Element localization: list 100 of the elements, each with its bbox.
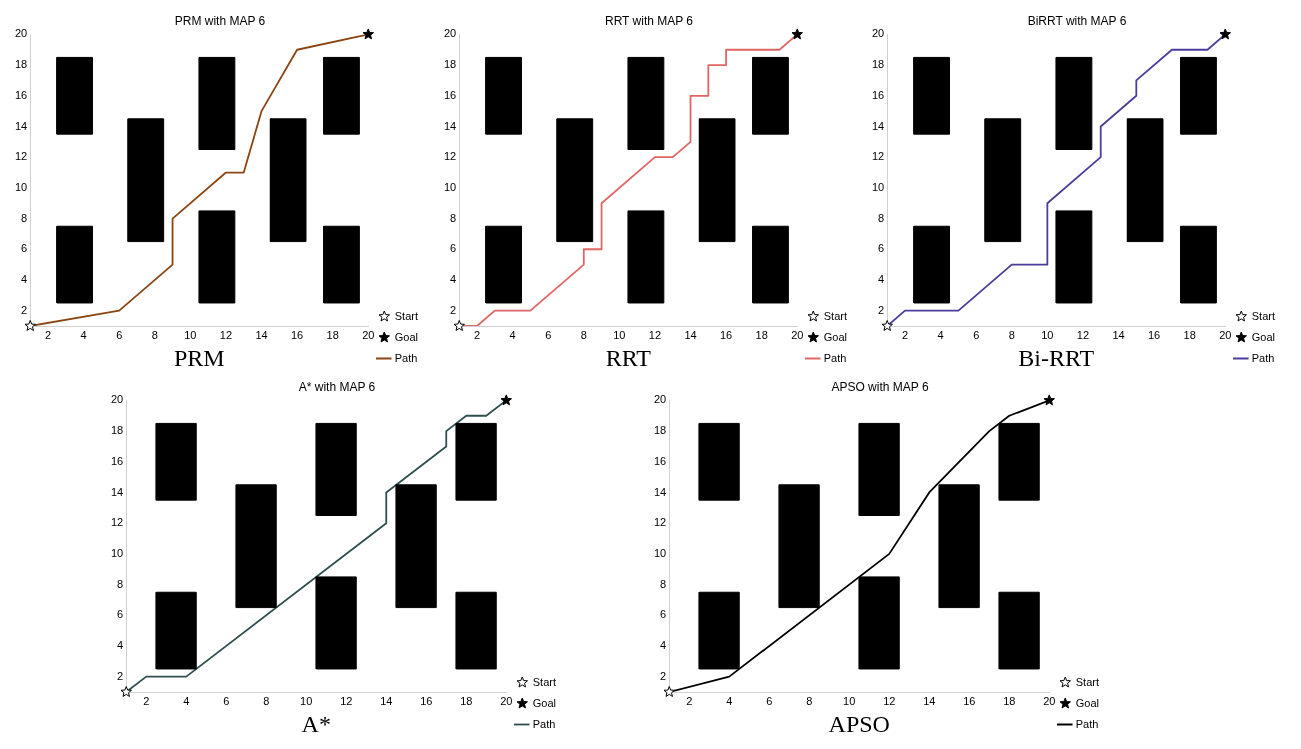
x-tick-label: 6 — [544, 328, 551, 341]
x-tick-label: 8 — [805, 694, 813, 707]
x-tick-label: 20 — [500, 694, 513, 707]
y-tick-label: 10 — [871, 180, 885, 193]
legend-label: Start — [823, 309, 847, 322]
y-tick-label: 4 — [21, 272, 28, 285]
x-tick-label: 10 — [300, 694, 313, 707]
legend-label: Start — [394, 309, 418, 322]
y-tick-label: 2 — [659, 669, 666, 682]
x-tick-label: 4 — [80, 328, 87, 341]
x-tick-label: 16 — [719, 328, 732, 341]
y-tick-label: 16 — [14, 88, 28, 101]
y-tick-label: 10 — [14, 180, 28, 193]
x-tick-label: 16 — [962, 694, 976, 707]
x-tick-label: 2 — [473, 328, 480, 341]
x-tick-label: 18 — [1183, 328, 1196, 341]
x-tick-label: 20 — [1042, 694, 1056, 707]
legend-label: Goal — [1251, 330, 1276, 343]
x-tick-label: 8 — [1008, 328, 1015, 341]
y-tick-label: 4 — [878, 272, 885, 285]
y-tick-label: 20 — [111, 393, 124, 406]
x-tick-label: 20 — [790, 328, 803, 341]
y-tick-label: 12 — [871, 150, 885, 163]
y-tick-label: 10 — [111, 546, 124, 559]
x-tick-label: 8 — [263, 694, 270, 707]
y-tick-label: 18 — [871, 58, 885, 71]
chart-title: APSO with MAP 6 — [831, 379, 929, 394]
y-tick-label: 6 — [449, 242, 456, 255]
x-tick-label: 14 — [683, 328, 697, 341]
y-tick-label: 16 — [871, 88, 885, 101]
x-tick-label: 12 — [219, 328, 233, 341]
x-tick-label: 12 — [1076, 328, 1090, 341]
y-tick-label: 10 — [653, 546, 666, 559]
legend-label: Goal — [533, 696, 557, 709]
y-tick-label: 20 — [14, 27, 28, 40]
y-tick-label: 20 — [443, 27, 456, 40]
y-tick-label: 14 — [443, 119, 456, 132]
y-tick-label: 16 — [111, 454, 124, 467]
x-axis-title: APSO — [828, 710, 890, 737]
x-tick-label: 6 — [765, 694, 773, 707]
y-tick-label: 12 — [111, 516, 124, 529]
x-tick-label: 14 — [922, 694, 936, 707]
y-tick-label: 20 — [871, 27, 885, 40]
legend-label: Goal — [1075, 696, 1099, 709]
y-tick-label: 16 — [653, 454, 666, 467]
x-tick-label: 18 — [460, 694, 473, 707]
y-tick-label: 18 — [653, 424, 666, 437]
x-axis-title: A* — [301, 710, 332, 737]
y-tick-label: 10 — [443, 180, 456, 193]
chart-title: PRM with MAP 6 — [174, 13, 266, 28]
y-tick-label: 2 — [878, 303, 885, 316]
x-tick-label: 20 — [362, 328, 375, 341]
chart-title: BiRRT with MAP 6 — [1027, 13, 1127, 28]
chart-title: RRT with MAP 6 — [604, 13, 693, 28]
x-tick-label: 2 — [44, 328, 52, 341]
x-tick-label: 16 — [290, 328, 304, 341]
x-tick-label: 10 — [842, 694, 856, 707]
legend-label: Goal — [394, 330, 419, 343]
x-tick-label: 12 — [340, 694, 353, 707]
x-tick-label: 10 — [1041, 328, 1054, 341]
x-tick-label: 4 — [509, 328, 516, 341]
y-tick-label: 8 — [659, 577, 666, 590]
legend-label: Path — [394, 351, 418, 364]
y-tick-label: 12 — [653, 516, 666, 529]
legend-label: Path — [823, 351, 846, 364]
legend-label: Path — [533, 717, 556, 730]
x-tick-label: 8 — [580, 328, 587, 341]
y-tick-label: 14 — [14, 119, 28, 132]
x-tick-label: 10 — [612, 328, 625, 341]
y-tick-label: 2 — [449, 303, 456, 316]
x-tick-label: 18 — [1002, 694, 1016, 707]
chart-title: A* with MAP 6 — [299, 379, 376, 394]
y-tick-label: 4 — [449, 272, 456, 285]
legend-label: Path — [1075, 717, 1099, 730]
y-tick-label: 6 — [21, 242, 28, 255]
x-tick-label: 16 — [420, 694, 433, 707]
y-tick-label: 2 — [117, 669, 124, 682]
y-tick-label: 18 — [111, 424, 124, 437]
x-tick-label: 20 — [1219, 328, 1232, 341]
x-tick-label: 4 — [183, 694, 190, 707]
x-axis-title: RRT — [605, 344, 651, 371]
y-tick-label: 8 — [117, 577, 124, 590]
legend-label: Goal — [823, 330, 847, 343]
y-tick-label: 14 — [111, 485, 124, 498]
x-tick-label: 14 — [380, 694, 393, 707]
x-tick-label: 14 — [255, 328, 268, 341]
x-tick-label: 2 — [143, 694, 150, 707]
x-tick-label: 14 — [1112, 328, 1125, 341]
x-tick-label: 16 — [1147, 328, 1161, 341]
y-tick-label: 2 — [21, 303, 28, 316]
y-tick-label: 14 — [653, 485, 666, 498]
y-tick-label: 4 — [117, 638, 124, 651]
legend-label: Start — [1075, 675, 1099, 688]
y-tick-label: 18 — [443, 58, 456, 71]
y-tick-label: 12 — [443, 150, 456, 163]
legend-label: Path — [1251, 351, 1275, 364]
x-tick-label: 2 — [685, 694, 693, 707]
y-tick-label: 20 — [653, 393, 666, 406]
x-axis-title: PRM — [173, 344, 225, 371]
y-tick-label: 8 — [878, 211, 885, 224]
